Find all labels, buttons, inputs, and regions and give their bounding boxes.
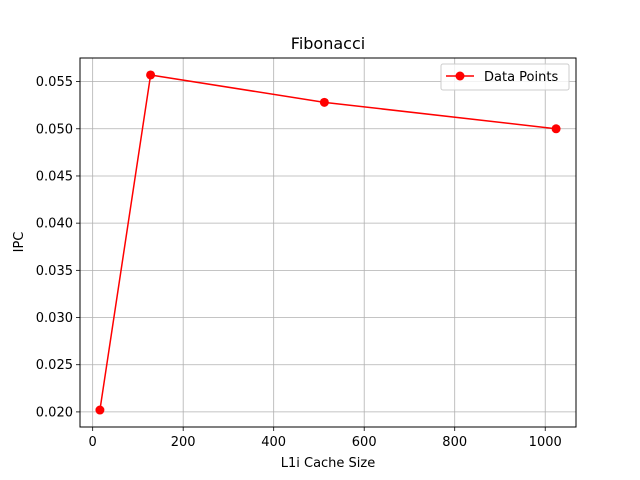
legend-marker [455, 71, 465, 81]
legend-box [440, 63, 570, 91]
y-tick-label: 0.045 [36, 169, 73, 184]
data-point [551, 124, 561, 134]
data-point [319, 97, 329, 107]
series-layer [95, 70, 561, 415]
x-axis-ticks: 0 200 400 600 800 1000 [89, 427, 562, 450]
y-tick-label: 0.035 [36, 264, 73, 279]
x-axis-label: L1i Cache Size [281, 456, 376, 471]
y-tick-label: 0.055 [36, 75, 73, 90]
x-tick-label: 600 [352, 435, 377, 450]
x-tick-label: 400 [261, 435, 286, 450]
x-tick-label: 1000 [529, 435, 562, 450]
data-point [146, 70, 156, 80]
data-point [95, 405, 105, 415]
y-axis-ticks: 0.020 0.025 0.030 0.035 0.040 0.045 0.050 0.055 [36, 75, 80, 420]
plot-area-frame [79, 57, 577, 428]
y-axis-label: IPC [12, 232, 27, 253]
y-tick-label: 0.020 [36, 405, 73, 420]
series-line [99, 74, 557, 411]
x-tick-label: 0 [89, 435, 97, 450]
chart-title: Fibonacci [291, 34, 365, 53]
x-tick-label: 800 [442, 435, 467, 450]
grid [80, 58, 576, 427]
y-tick-label: 0.030 [36, 311, 73, 326]
y-tick-label: 0.025 [36, 358, 73, 373]
legend: Data Points [440, 63, 570, 91]
legend-label: Data Points [484, 70, 558, 85]
y-tick-label: 0.050 [36, 122, 73, 137]
y-tick-label: 0.040 [36, 217, 73, 232]
x-tick-label: 200 [171, 435, 196, 450]
